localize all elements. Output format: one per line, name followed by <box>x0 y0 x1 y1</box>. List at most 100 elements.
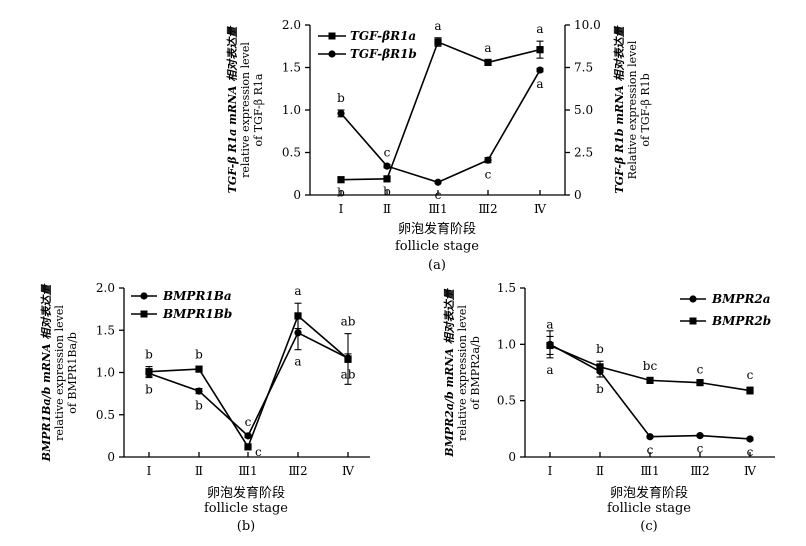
chart-a-series-1-point <box>383 175 391 183</box>
chart-c-y-tick-label: 0 <box>508 450 516 464</box>
chart-a-series-2-point <box>536 66 544 74</box>
legend-c-label-1: BMPR2a <box>711 292 771 306</box>
legend-a-label-1: TGF-βR1a <box>350 29 416 43</box>
chart-a-series-1-point <box>434 38 442 46</box>
chart-c-xlabel: follicle stage <box>607 501 691 516</box>
chart-c-x-tick-label: Ⅲ2 <box>690 464 709 478</box>
chart-b-y-tick-label: 2.0 <box>96 281 115 295</box>
chart-b-series-1-point <box>244 432 252 440</box>
chart-a-series-1-significance-letter: a <box>434 19 441 33</box>
chart-c-series-2-point <box>646 376 654 384</box>
chart-c-series-2-point <box>596 363 604 371</box>
chart-c-series-1-point <box>696 431 704 440</box>
chart-b-xlabel-cn: 卵泡发育阶段 <box>207 485 285 501</box>
chart-b-series-2-significance-letter: b <box>145 348 153 362</box>
chart-a-ylabel-right-2: Relative expression level <box>626 40 639 179</box>
chart-b-series-1-point <box>294 329 302 337</box>
chart-b-series-2-point <box>244 443 252 451</box>
chart-b-series-1-significance-letter: b <box>195 399 203 413</box>
chart-c-y-tick-label: 1.0 <box>497 337 516 351</box>
chart-a-xlabel: follicle stage <box>395 239 479 254</box>
chart-a-right-tick-label: 7.5 <box>574 61 593 75</box>
chart-b-series-2-significance-letter: b <box>195 348 203 362</box>
legend-b-circle-marker <box>140 292 148 300</box>
chart-c-x-tick-label: Ⅳ <box>744 464 757 478</box>
chart-c-series-1-significance-letter: b <box>596 382 604 396</box>
chart-a-legend: TGF-βR1a TGF-βR1b <box>318 29 417 61</box>
chart-a-right-tick-label: 5.0 <box>574 103 593 117</box>
chart-a-series-2-point <box>383 162 391 170</box>
chart-c-series-2-point <box>546 341 554 350</box>
chart-b-x-tick-label: Ⅱ <box>195 464 203 478</box>
chart-c-series-2-point <box>746 386 754 395</box>
chart-b-series-2-point <box>294 312 302 320</box>
chart-b-y-tick-label: 1.0 <box>96 366 115 380</box>
chart-b-ylabel-3: of BMPR1Ba/b <box>66 332 79 414</box>
chart-a-series-2-line <box>340 69 541 184</box>
chart-a-series-2-point <box>434 178 442 186</box>
chart-a-series-2-point <box>337 109 345 117</box>
chart-c-ylabel-1: BMPR2a/b mRNA 相对表达量 <box>443 287 456 457</box>
chart-a-left-tick-label: 0 <box>293 188 301 202</box>
chart-a-right-tick-label: 0 <box>574 188 582 202</box>
chart-c-x-tick-label: Ⅰ <box>548 464 553 478</box>
chart-b-x-tick-label: Ⅳ <box>342 464 355 478</box>
chart-c-series-1-significance-letter: a <box>546 363 553 377</box>
chart-a-left-tick-label: 2.0 <box>282 18 301 32</box>
chart-a-x-tick-label: Ⅳ <box>534 202 547 216</box>
chart-a-series-2-significance-letter: b <box>337 91 345 105</box>
chart-b-ylabel-1: BMPR1Ba/b mRNA 相对表达量 <box>40 283 53 463</box>
chart-a-left-ticks: 0 0.5 1.0 1.5 2.0 <box>282 18 310 202</box>
chart-a-series-1-point <box>337 176 345 184</box>
chart-a-series-2-significance-letter: c <box>485 168 492 182</box>
chart-a-series-1-significance-letter: a <box>484 41 491 55</box>
chart-a-series-2-significance-letter: a <box>536 77 543 91</box>
chart-a-ylabel-right-3: of TGF-β R1b <box>639 73 652 146</box>
chart-a-series-1-line <box>340 40 541 181</box>
chart-b-series-1-significance-letter: c <box>245 415 252 429</box>
legend-c-label-2: BMPR2b <box>711 314 771 328</box>
legend-a-square-marker <box>328 32 336 40</box>
chart-a-x-tick-label: Ⅰ <box>339 202 344 216</box>
chart-b-ylabel-2: relative expression level <box>53 305 66 441</box>
chart-b-x-tick-label: Ⅲ2 <box>288 464 307 478</box>
chart-a-series-1-significance-letter: b <box>383 185 391 199</box>
chart-b-series-1-point <box>195 387 203 395</box>
chart-c-series-1-point <box>746 435 754 443</box>
chart-c-x-ticks: Ⅰ Ⅱ Ⅲ1 Ⅲ2 Ⅳ <box>548 452 757 478</box>
chart-a-xlabel-cn: 卵泡发育阶段 <box>398 221 476 237</box>
chart-b-x-tick-label: Ⅰ <box>147 464 152 478</box>
chart-b-x-ticks: Ⅰ Ⅱ Ⅲ1 Ⅲ2 Ⅳ <box>147 452 355 478</box>
chart-a-x-tick-label: Ⅲ1 <box>428 202 447 216</box>
chart-b-series-1-significance-letter: b <box>145 383 153 397</box>
chart-c-x-tick-label: Ⅱ <box>596 464 604 478</box>
chart-c-series-2-significance-letter: b <box>596 342 604 356</box>
chart-c-y-ticks: 0 0.5 1.0 1.5 <box>497 281 525 464</box>
chart-b-legend: BMPR1Ba BMPR1Bb <box>131 289 232 321</box>
chart-c-series-2-significance-letter: c <box>697 363 704 377</box>
chart-b-series-2-point <box>344 355 352 363</box>
chart-a-series-2-significance-letter: c <box>384 145 391 159</box>
chart-b-y-tick-label: 1.5 <box>96 323 115 337</box>
chart-a-series: b b a a a b c c c a <box>337 19 544 202</box>
chart-a: 0 0.5 1.0 1.5 2.0 0 2.5 5.0 7.5 10.0 Ⅰ Ⅱ Ⅲ1 Ⅲ2 Ⅳ b b a… <box>226 18 652 273</box>
chart-b-y-tick-label: 0.5 <box>96 408 115 422</box>
chart-a-ylabel-left-1: TGF-β R1a mRNA 相对表达量 <box>226 25 239 194</box>
legend-b-label-2: BMPR1Bb <box>162 307 232 321</box>
chart-c-series-1-significance-letter: c <box>747 445 754 459</box>
chart-a-x-tick-label: Ⅱ <box>383 202 391 216</box>
chart-a-right-ticks: 0 2.5 5.0 7.5 10.0 <box>565 18 601 202</box>
legend-a-circle-marker <box>328 50 336 58</box>
chart-b-series-2-significance-letter: c <box>255 445 262 459</box>
chart-a-ylabel-left: TGF-β R1a mRNA 相对表达量 relative expression… <box>226 25 265 194</box>
chart-b-x-tick-label: Ⅲ1 <box>238 464 257 478</box>
chart-a-ylabel-left-2: relative expression level <box>239 42 252 178</box>
chart-c-panel-label: (c) <box>640 519 657 534</box>
chart-c-x-tick-label: Ⅲ1 <box>640 464 659 478</box>
chart-a-ylabel-right-1: TGF-β R1b mRNA 相对表达量 <box>613 24 626 193</box>
chart-a-ylabel-right: TGF-β R1b mRNA 相对表达量 Relative expression… <box>613 24 652 193</box>
chart-a-ylabel-left-3: of TGF-β R1a <box>252 73 265 146</box>
